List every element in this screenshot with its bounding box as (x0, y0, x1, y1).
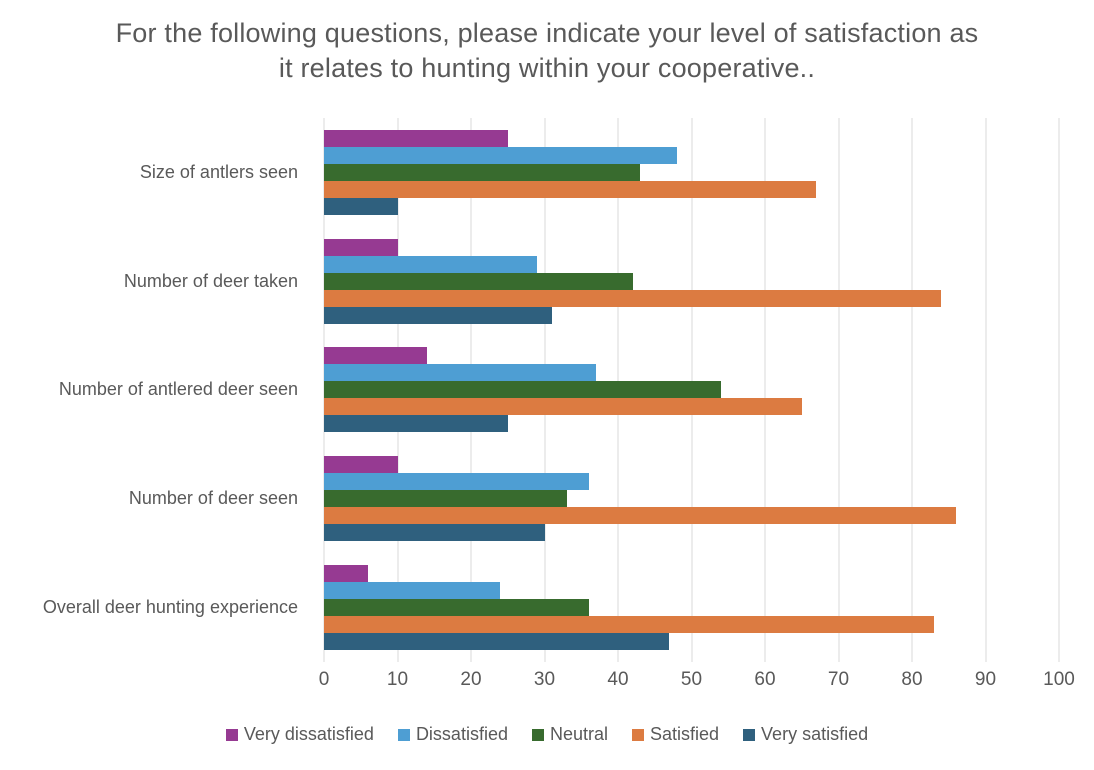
gridline-60 (764, 118, 766, 662)
bar-very-satisfied-overall-deer-hunting-experience (324, 633, 670, 651)
x-tick-label-20: 20 (460, 669, 482, 690)
bar-satisfied-number-of-deer-taken (324, 289, 942, 307)
legend-item-very-satisfied: Very satisfied (743, 724, 868, 745)
x-tick-label-90: 90 (974, 669, 997, 690)
legend-label-satisfied: Satisfied (650, 724, 720, 744)
bar-rows (324, 118, 1059, 662)
bar-very-dissatisfied-number-of-deer-taken (324, 238, 398, 256)
legend-item-satisfied: Satisfied (632, 724, 719, 745)
bar-satisfied-overall-deer-hunting-experience (324, 616, 935, 634)
bar-very-satisfied-number-of-deer-taken (324, 306, 552, 324)
legend-label-neutral: Neutral (549, 724, 608, 744)
gridline-90 (985, 118, 986, 662)
legend-swatch-satisfied (632, 728, 644, 741)
x-tick-label-30: 30 (533, 669, 556, 690)
bar-dissatisfied-overall-deer-hunting-experience (324, 582, 501, 600)
bar-very-dissatisfied-size-of-antlers-seen (324, 129, 508, 147)
bar-neutral-number-of-deer-taken (324, 272, 633, 290)
gridline-100 (1058, 118, 1060, 662)
bar-satisfied-size-of-antlers-seen (324, 180, 817, 198)
bar-neutral-overall-deer-hunting-experience (324, 599, 589, 617)
bar-very-dissatisfied-number-of-deer-seen (324, 456, 398, 474)
bar-very-dissatisfied-number-of-antlered-deer-seen (324, 347, 427, 365)
bar-dissatisfied-number-of-deer-seen (324, 473, 589, 491)
category-label-overall-deer-hunting-experience: Overall deer hunting experience (42, 597, 298, 618)
bar-neutral-number-of-deer-seen (324, 490, 567, 508)
legend: Very dissatisfied Dissatisfied Neutral Sati… (0, 724, 1094, 745)
bar-very-dissatisfied-overall-deer-hunting-experience (324, 565, 369, 583)
legend-label-very-dissatisfied: Very dissatisfied (243, 724, 374, 744)
bar-dissatisfied-number-of-deer-taken (324, 255, 538, 273)
category-label-number-of-antlered-deer-seen: Number of antlered deer seen (58, 379, 298, 400)
bar-very-satisfied-size-of-antlers-seen (324, 197, 398, 215)
bar-group-number-of-antlered-deer-seen (324, 336, 1059, 445)
bar-group-size-of-antlers-seen (324, 118, 1059, 227)
legend-label-dissatisfied: Dissatisfied (415, 724, 508, 744)
legend-label-very-satisfied: Very satisfied (761, 724, 869, 744)
legend-swatch-very-satisfied (743, 728, 756, 741)
legend-item-very-dissatisfied: Very dissatisfied (225, 724, 374, 745)
x-tick-label-40: 40 (607, 669, 629, 690)
chart-title: For the following questions, please indi… (115, 18, 979, 83)
legend-item-dissatisfied: Dissatisfied (397, 724, 508, 745)
bar-group-number-of-deer-taken (324, 227, 1059, 336)
x-tick-label-10: 10 (386, 669, 409, 690)
legend-item-neutral: Neutral (531, 724, 608, 745)
x-tick-label-60: 60 (754, 669, 776, 690)
legend-swatch-neutral (531, 728, 544, 741)
plot-area (323, 118, 1060, 662)
gridline-80 (911, 118, 913, 662)
x-tick-label-80: 80 (901, 669, 923, 690)
x-tick-label-0: 0 (318, 669, 330, 690)
category-axis: Size of antlers seen Number of deer taken… (0, 118, 311, 662)
category-label-number-of-deer-taken: Number of deer taken (123, 270, 298, 291)
x-axis: 0 10 20 30 40 50 60 70 80 90 100 (319, 669, 1075, 693)
gridline-70 (838, 118, 839, 662)
bar-satisfied-number-of-deer-seen (324, 507, 957, 525)
x-tick-label-70: 70 (827, 669, 850, 690)
bar-dissatisfied-number-of-antlered-deer-seen (324, 364, 596, 382)
x-tick-label-50: 50 (680, 669, 703, 690)
legend-swatch-very-dissatisfied (225, 728, 238, 741)
bar-satisfied-number-of-antlered-deer-seen (324, 398, 802, 416)
bar-dissatisfied-size-of-antlers-seen (324, 146, 677, 164)
bar-group-number-of-deer-seen (324, 444, 1059, 553)
bar-neutral-number-of-antlered-deer-seen (324, 381, 721, 399)
bar-very-satisfied-number-of-antlered-deer-seen (324, 415, 508, 433)
bar-neutral-size-of-antlers-seen (324, 163, 641, 181)
category-label-number-of-deer-seen: Number of deer seen (128, 488, 298, 509)
x-tick-label-100: 100 (1043, 669, 1075, 690)
category-label-size-of-antlers-seen: Size of antlers seen (139, 161, 298, 182)
legend-swatch-dissatisfied (397, 728, 410, 741)
bar-group-overall-deer-hunting-experience (324, 553, 1059, 662)
bar-very-satisfied-number-of-deer-seen (324, 524, 545, 542)
